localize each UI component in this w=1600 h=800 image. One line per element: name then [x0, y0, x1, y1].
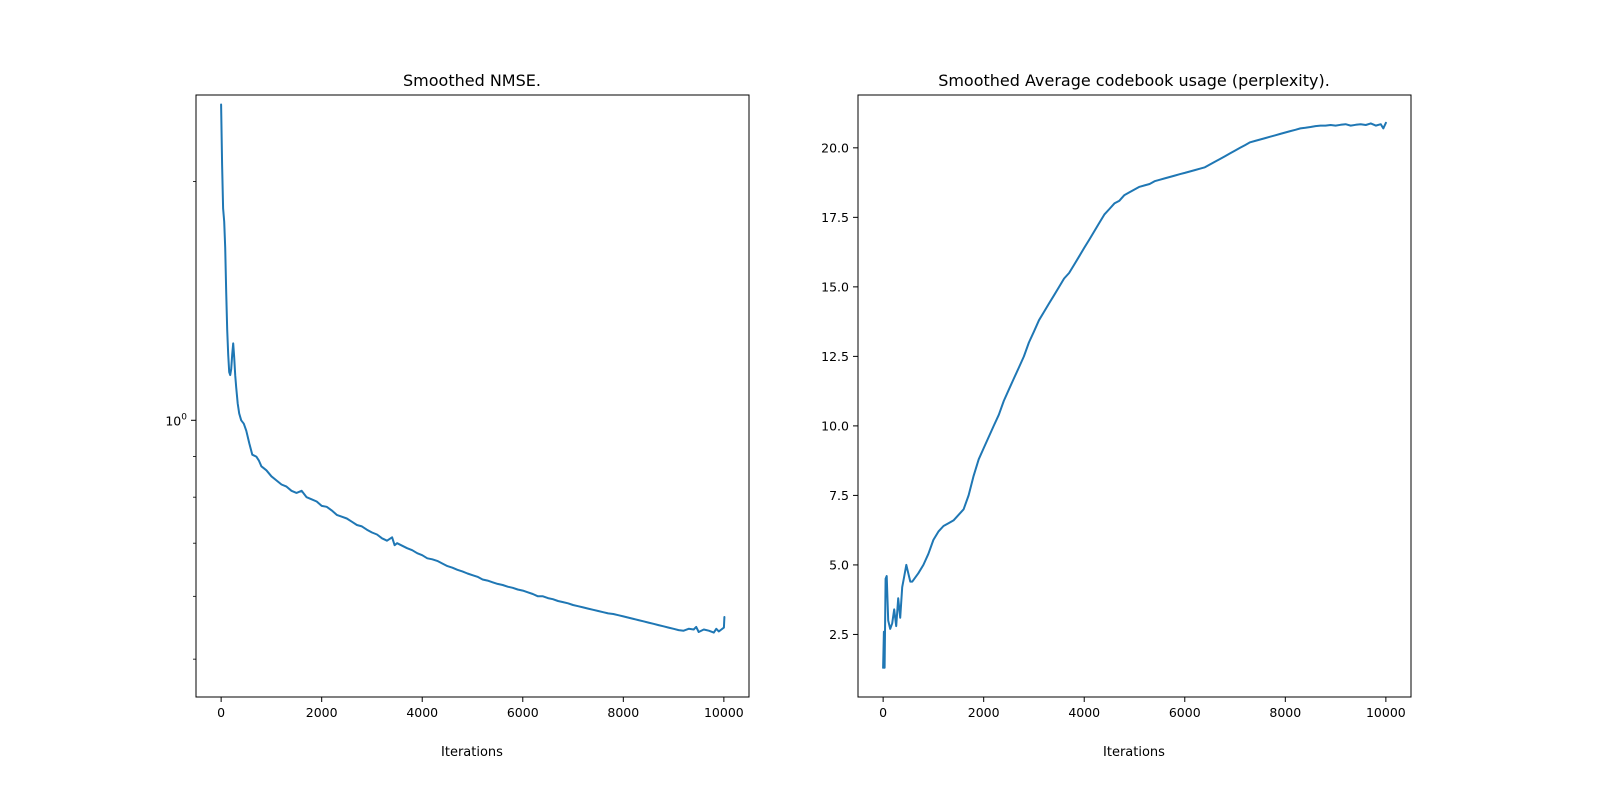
x-tick-label: 10000 — [1366, 705, 1406, 720]
y-axis-ticks: 100 — [165, 181, 196, 660]
chart-title: Smoothed Average codebook usage (perplex… — [938, 71, 1330, 90]
x-tick-label: 6000 — [507, 705, 539, 720]
x-axis-ticks: 0 2000 4000 6000 8000 10000 — [879, 697, 1406, 720]
y-tick-label: 17.5 — [821, 210, 849, 225]
y-tick-label: 100 — [165, 412, 187, 428]
series-line — [220, 103, 726, 634]
y-axis-ticks: 2.5 5.0 7.5 10.0 12.5 15.0 17.5 20.0 — [821, 140, 858, 642]
x-tick-label: 4000 — [1068, 705, 1100, 720]
y-tick-label: 20.0 — [821, 140, 849, 155]
x-tick-label: 0 — [217, 705, 225, 720]
plot-frame — [857, 94, 1412, 698]
chart-title: Smoothed NMSE. — [403, 71, 541, 90]
x-tick-label: 8000 — [1269, 705, 1301, 720]
x-axis-label: Iterations — [441, 745, 503, 760]
x-tick-label: 6000 — [1169, 705, 1201, 720]
x-axis-ticks: 0 2000 4000 6000 8000 10000 — [217, 697, 744, 720]
plot-frame — [195, 94, 750, 698]
x-axis-label: Iterations — [1103, 745, 1165, 760]
x-tick-label: 4000 — [406, 705, 438, 720]
y-tick-label: 2.5 — [829, 627, 849, 642]
x-tick-label: 0 — [879, 705, 887, 720]
series-line — [882, 121, 1387, 669]
perplexity-subplot: Smoothed Average codebook usage (perplex… — [821, 71, 1412, 760]
y-tick-label: 10.0 — [821, 418, 849, 433]
x-tick-label: 8000 — [607, 705, 639, 720]
y-tick-label: 12.5 — [821, 349, 849, 364]
x-tick-label: 2000 — [968, 705, 1000, 720]
y-tick-label: 15.0 — [821, 279, 849, 294]
nmse-subplot: Smoothed NMSE. Iterations 0 2000 4000 6000 8… — [165, 71, 750, 760]
y-tick-label: 5.0 — [829, 557, 849, 572]
x-tick-label: 2000 — [306, 705, 338, 720]
x-tick-label: 10000 — [704, 705, 744, 720]
y-tick-label: 7.5 — [829, 488, 849, 503]
